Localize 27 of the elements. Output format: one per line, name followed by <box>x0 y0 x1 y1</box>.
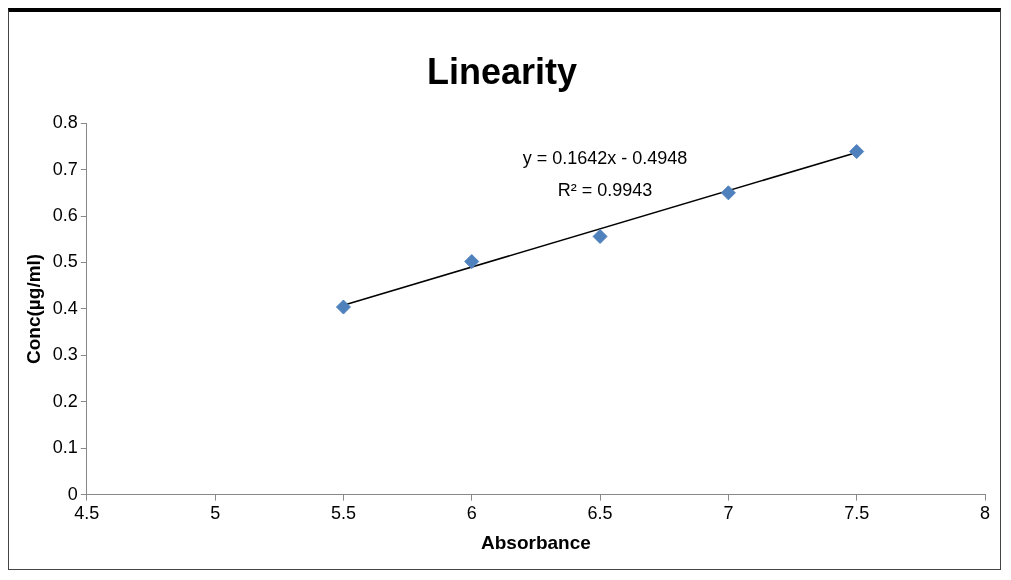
y-tick-label: 0.4 <box>52 297 78 318</box>
x-tick-label: 5 <box>210 503 221 524</box>
point <box>592 228 608 244</box>
y-tick-label: 0 <box>67 483 78 504</box>
point <box>720 185 736 201</box>
x-tick-label: 7 <box>723 503 734 524</box>
x-tick-label: 5.5 <box>330 503 356 524</box>
chart-title: Linearity <box>426 50 578 92</box>
y-tick-label: 0.7 <box>52 158 78 179</box>
point <box>335 299 351 315</box>
annotation: y = 0.1642x - 0.4948 <box>522 148 688 169</box>
y-tick-label: 0.8 <box>52 112 78 133</box>
x-tick-label: 4.5 <box>74 503 100 524</box>
y-tick-label: 0.2 <box>52 390 78 411</box>
point <box>849 144 865 160</box>
x-tick-label: 6.5 <box>587 503 613 524</box>
annotation: R² = 0.9943 <box>557 180 653 201</box>
x-axis-title: Absorbance <box>481 531 591 553</box>
x-tick-label: 7.5 <box>844 503 870 524</box>
y-tick-label: 0.3 <box>52 344 78 365</box>
x-tick-label: 6 <box>466 503 477 524</box>
y-tick-label: 0.1 <box>52 437 78 458</box>
x-tick-label: 8 <box>979 503 991 524</box>
point <box>464 254 480 270</box>
y-tick-label: 0.5 <box>52 251 78 272</box>
y-axis-title: Conc(µg/ml) <box>22 253 44 364</box>
y-tick-label: 0.6 <box>52 205 78 226</box>
